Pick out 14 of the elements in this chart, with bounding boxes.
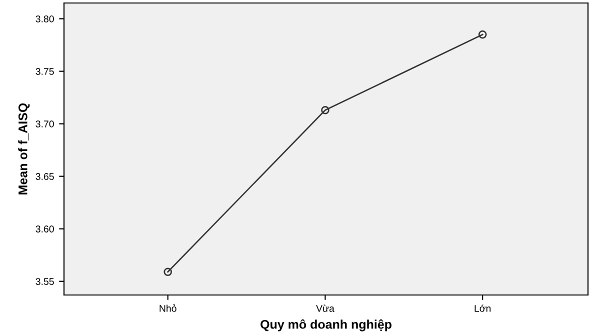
point <box>321 106 330 114</box>
y-tick-label: 3.80 <box>36 15 54 22</box>
x-tick-label: Nhỏ <box>160 304 176 312</box>
point <box>164 268 172 276</box>
x-tick-label: Vừa <box>316 304 334 312</box>
y-axis-title: Mean of f_AISQ <box>18 103 30 194</box>
y-tick-label: 3.75 <box>36 68 54 75</box>
x-tick-label: Lớn <box>474 304 491 312</box>
y-tick-label: 3.70 <box>36 120 54 128</box>
y-tick-label: 3.55 <box>36 278 54 285</box>
y-tick-label: 3.65 <box>36 173 54 180</box>
x-axis-title: Quy mô doanh nghiệp <box>260 319 392 332</box>
y-tick-label: 3.60 <box>36 226 54 232</box>
point <box>478 30 487 39</box>
